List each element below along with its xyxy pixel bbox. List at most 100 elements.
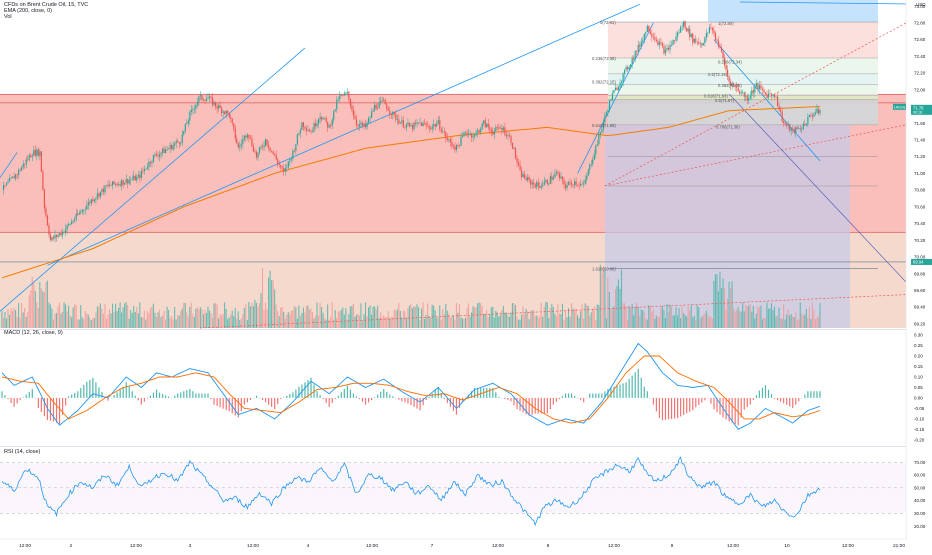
volume-bar <box>524 314 525 328</box>
volume-bar <box>288 312 289 328</box>
macd-histogram-bar <box>153 393 154 398</box>
macd-histogram-bar <box>120 390 121 398</box>
candle-body <box>4 185 5 186</box>
fib-label: 0.5(71.87) <box>715 98 735 103</box>
volume-bar <box>482 306 483 328</box>
volume-bar <box>769 308 770 328</box>
candle-body <box>556 172 557 174</box>
macd-histogram-bar <box>86 382 87 398</box>
volume-bar <box>36 302 37 328</box>
volume-bar <box>447 311 448 328</box>
volume-bar <box>124 304 125 328</box>
macd-histogram-bar <box>522 398 523 413</box>
macd-histogram-bar <box>562 396 563 398</box>
candle-body <box>795 127 796 133</box>
candle-body <box>754 87 755 93</box>
volume-bar <box>738 307 739 328</box>
candle-body <box>312 131 313 132</box>
candle-body <box>804 124 805 125</box>
candle-body <box>183 131 184 134</box>
volume-bar <box>79 320 80 328</box>
candle-body <box>198 96 199 102</box>
fib-band <box>608 58 878 74</box>
candle-body <box>354 115 355 119</box>
volume-bar <box>816 317 817 328</box>
volume-bar <box>410 304 411 328</box>
candle-body <box>495 127 496 131</box>
candle-body <box>585 180 586 184</box>
volume-bar <box>453 315 454 328</box>
volume-bar <box>366 316 367 328</box>
candle-body <box>101 189 102 192</box>
candle-body <box>742 92 743 93</box>
candle-body <box>323 118 324 119</box>
candle-body <box>103 189 104 192</box>
volume-bar <box>1 311 2 328</box>
volume-bar <box>77 319 78 328</box>
volume-bar <box>151 307 152 328</box>
volume-bar <box>500 315 501 328</box>
candle-body <box>21 167 22 170</box>
volume-bar <box>745 306 746 328</box>
fib-label: 1.618(69.86) <box>592 267 616 272</box>
candle-body <box>513 148 514 149</box>
candle-body <box>50 234 51 240</box>
volume-bar <box>721 288 722 328</box>
volume-bar <box>120 303 121 328</box>
volume-bar <box>394 309 395 328</box>
candle-body <box>647 26 648 32</box>
volume-bar <box>212 317 213 328</box>
volume-bar <box>404 311 405 328</box>
candle-body <box>572 185 573 186</box>
volume-bar <box>245 304 246 328</box>
macd-histogram-bar <box>583 398 584 402</box>
volume-bar <box>562 304 563 328</box>
candle-body <box>688 29 689 32</box>
candle-body <box>106 186 107 187</box>
candle-body <box>124 183 125 185</box>
candle-body <box>532 183 533 185</box>
candle-body <box>409 123 410 126</box>
volume-bar <box>766 302 767 328</box>
macd-histogram-bar <box>756 395 757 398</box>
volume-bar <box>594 306 595 328</box>
candle-body <box>130 180 131 181</box>
volume-bar <box>597 304 598 328</box>
volume-bar <box>491 307 492 328</box>
candle-body <box>456 145 457 150</box>
macd-histogram-bar <box>671 398 672 419</box>
time-tick: 12:00 <box>492 543 504 549</box>
volume-bar <box>312 312 313 328</box>
volume-bar <box>468 303 469 328</box>
volume-bar <box>174 307 175 328</box>
volume-bar <box>273 280 274 328</box>
volume-bar <box>741 312 742 328</box>
macd-histogram-bar <box>244 398 245 405</box>
volume-bar <box>35 291 36 328</box>
volume-bar <box>142 317 143 328</box>
volume-bar <box>153 304 154 328</box>
price-tick: 69.80 <box>914 271 926 276</box>
volume-bar <box>477 303 478 328</box>
macd-histogram-bar <box>777 398 778 400</box>
macd-tick: 0.15 <box>914 364 923 369</box>
candle-body <box>498 127 499 128</box>
macd-line <box>2 344 820 430</box>
macd-histogram-bar <box>407 398 408 404</box>
volume-bar <box>135 312 136 328</box>
candle-body <box>262 147 263 148</box>
volume-bar <box>513 303 514 328</box>
candle-body <box>757 83 758 89</box>
volume-bar <box>213 303 214 328</box>
candle-body <box>209 97 210 98</box>
macd-histogram-bar <box>559 398 560 399</box>
candle-body <box>645 32 646 34</box>
volume-bar <box>382 317 383 328</box>
candle-body <box>547 180 548 184</box>
candle-body <box>786 124 787 125</box>
volume-bar <box>530 311 531 328</box>
volume-bar <box>768 309 769 328</box>
candle-body <box>442 132 443 133</box>
